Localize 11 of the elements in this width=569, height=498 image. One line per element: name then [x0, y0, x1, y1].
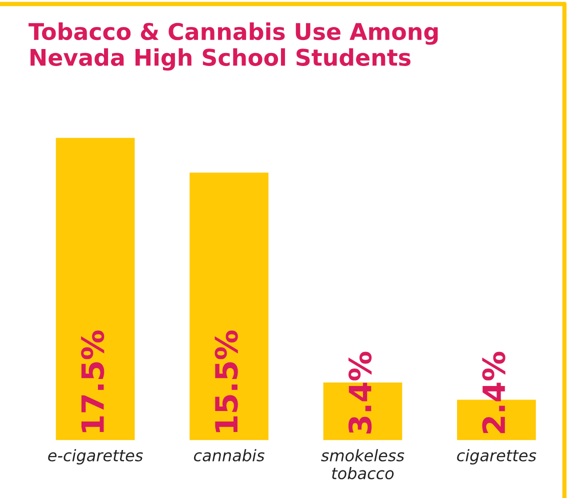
x-tick-label: cigarettes — [457, 449, 536, 465]
data-label: 3.4% — [348, 352, 372, 434]
data-label: 2.4% — [482, 352, 506, 434]
x-tick-label: e-cigarettes — [48, 449, 143, 465]
chart-title: Tobacco & Cannabis Use Among Nevada High School Students — [28, 22, 438, 71]
data-label: 17.5% — [81, 330, 104, 432]
x-tick-label: smokeless tobacco — [321, 449, 404, 480]
bar — [188, 171, 270, 441]
data-label: 15.5% — [214, 330, 238, 432]
x-tick-label: cannabis — [194, 449, 264, 462]
bar — [54, 136, 136, 441]
